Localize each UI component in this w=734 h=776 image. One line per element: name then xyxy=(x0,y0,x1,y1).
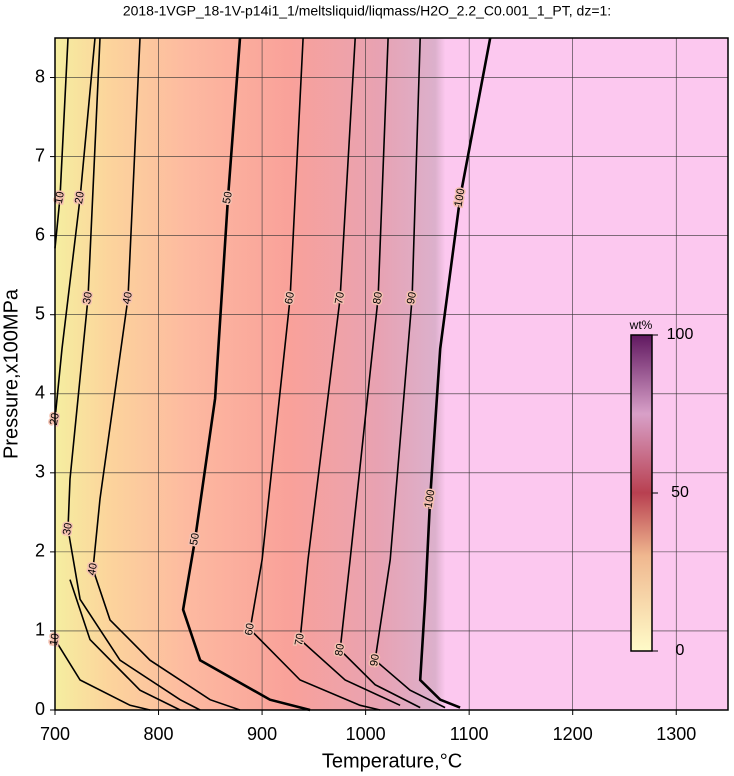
x-tick-label: 1000 xyxy=(346,724,386,744)
contour-label: 90 xyxy=(405,291,419,305)
contour-line xyxy=(181,37,311,712)
y-axis-label: Pressure,x100MPa xyxy=(0,288,22,459)
contour-label-group: 80 xyxy=(370,290,387,307)
colorbar-tick-label: 0 xyxy=(676,642,685,659)
colorbar-label: wt% xyxy=(629,318,653,332)
contour-label-group: 60 xyxy=(282,290,299,307)
x-tick-label: 700 xyxy=(40,724,70,744)
contour-line xyxy=(374,37,446,709)
contour-label: 50 xyxy=(188,532,202,546)
contour-label-group: 30 xyxy=(79,290,96,307)
contour-label-group: 20 xyxy=(71,189,88,206)
y-tick-label: 4 xyxy=(35,383,45,403)
y-tick-label: 6 xyxy=(35,224,45,244)
contour-label: 90 xyxy=(368,653,382,667)
contour-label-group: 40 xyxy=(84,561,101,578)
contour-label: 50 xyxy=(221,191,235,205)
contour-label-group: 70 xyxy=(292,631,309,648)
contour-label-group: 50 xyxy=(187,531,204,548)
contour-label: 80 xyxy=(371,291,385,305)
contour-label: 100 xyxy=(423,489,438,509)
contour-label-group: 70 xyxy=(332,290,349,307)
contour-label-group: 90 xyxy=(404,290,421,307)
y-tick-label: 8 xyxy=(35,66,45,86)
x-tick-label: 1200 xyxy=(553,724,593,744)
contour-label: 100 xyxy=(453,188,468,208)
y-tick-label: 2 xyxy=(35,541,45,561)
contour-label: 70 xyxy=(293,633,307,647)
contour-line xyxy=(249,37,381,711)
contour-label-group: 30 xyxy=(59,520,76,537)
x-axis-label: Temperature,°C xyxy=(322,750,462,772)
x-tick-label: 1100 xyxy=(450,724,489,744)
contour-line xyxy=(299,37,401,707)
contour-label: 30 xyxy=(61,522,75,536)
y-tick-label: 3 xyxy=(35,462,45,482)
x-tick-label: 1300 xyxy=(656,724,696,744)
contour-label: 20 xyxy=(73,191,87,205)
contour-label-group: 90 xyxy=(367,652,384,669)
y-tick-label: 5 xyxy=(35,303,45,323)
plot-background xyxy=(55,38,728,710)
x-tick-label: 800 xyxy=(144,724,174,744)
contour-line xyxy=(67,37,201,711)
colorbar-tick-label: 50 xyxy=(671,484,689,501)
contour-label-group: 50 xyxy=(219,189,236,206)
x-tick-label: 900 xyxy=(247,724,277,744)
contour-line xyxy=(54,37,181,711)
colorbar xyxy=(630,334,653,652)
contour-label: 40 xyxy=(86,562,100,576)
contour-label-group: 100 xyxy=(451,186,469,209)
contour-label: 70 xyxy=(333,291,347,305)
contour-line xyxy=(418,37,492,709)
contour-label: 30 xyxy=(81,291,95,305)
contour-label-group: 80 xyxy=(332,641,349,658)
contour-line xyxy=(339,37,421,709)
contour-line xyxy=(54,37,151,711)
contour-label: 40 xyxy=(121,291,135,305)
contour-label-group: 100 xyxy=(421,487,439,510)
contour-label-group: 60 xyxy=(242,621,259,638)
contour-label: 80 xyxy=(333,643,347,657)
contour-label-group: 40 xyxy=(119,290,136,307)
y-tick-label: 7 xyxy=(35,145,45,165)
colorbar-tick-label: 100 xyxy=(667,326,694,343)
contour-label: 60 xyxy=(283,291,297,305)
plot-frame xyxy=(54,37,729,711)
y-tick-label: 0 xyxy=(35,699,45,719)
chart-title: 2018-1VGP_18-1V-p14i1_1/meltsliquid/liqm… xyxy=(123,3,611,19)
contour-line xyxy=(92,37,241,711)
contour-label: 60 xyxy=(243,622,257,636)
y-tick-label: 1 xyxy=(35,620,45,640)
